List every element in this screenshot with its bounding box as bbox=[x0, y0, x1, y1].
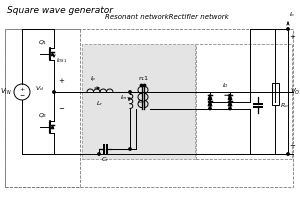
Text: $I_o$: $I_o$ bbox=[289, 10, 295, 19]
Polygon shape bbox=[51, 125, 54, 129]
Bar bbox=[272, 83, 278, 104]
Text: $I_{DS1}$: $I_{DS1}$ bbox=[56, 56, 67, 65]
Text: n:1: n:1 bbox=[138, 75, 148, 81]
Bar bbox=[82, 44, 195, 159]
Polygon shape bbox=[228, 101, 232, 106]
Circle shape bbox=[229, 107, 231, 110]
Text: −: − bbox=[289, 143, 295, 149]
Polygon shape bbox=[51, 52, 54, 56]
Text: +: + bbox=[20, 87, 25, 92]
Circle shape bbox=[53, 91, 55, 93]
Text: $R_o$: $R_o$ bbox=[280, 101, 289, 110]
Text: Square wave generator: Square wave generator bbox=[7, 6, 113, 15]
Bar bbox=[5, 29, 293, 187]
Circle shape bbox=[229, 101, 231, 103]
Text: $C_r$: $C_r$ bbox=[101, 155, 109, 164]
Text: $Q_1$: $Q_1$ bbox=[38, 38, 48, 47]
Circle shape bbox=[287, 153, 289, 155]
Text: +: + bbox=[58, 78, 64, 84]
Text: −: − bbox=[20, 92, 25, 97]
Text: $I_p$: $I_p$ bbox=[90, 75, 96, 85]
Text: $V_{IN}$: $V_{IN}$ bbox=[0, 87, 12, 97]
Text: $L_r$: $L_r$ bbox=[96, 99, 104, 108]
Text: $V_O$: $V_O$ bbox=[290, 86, 300, 97]
Circle shape bbox=[140, 84, 143, 87]
Circle shape bbox=[98, 153, 100, 155]
Polygon shape bbox=[208, 95, 212, 100]
Text: $Q_2$: $Q_2$ bbox=[38, 111, 48, 120]
Text: $I_D$: $I_D$ bbox=[222, 81, 229, 90]
Circle shape bbox=[143, 84, 146, 87]
Bar bbox=[5, 29, 80, 187]
Circle shape bbox=[209, 107, 211, 110]
Polygon shape bbox=[208, 101, 212, 106]
Circle shape bbox=[287, 28, 289, 30]
Text: $I_m$: $I_m$ bbox=[120, 93, 128, 102]
Text: Resonant networkRectifier network: Resonant networkRectifier network bbox=[105, 14, 229, 20]
Text: −: − bbox=[58, 106, 64, 112]
Polygon shape bbox=[228, 95, 232, 100]
Text: $V_d$: $V_d$ bbox=[35, 85, 44, 94]
Text: +: + bbox=[289, 34, 295, 40]
Text: $L_m$: $L_m$ bbox=[137, 97, 146, 106]
Circle shape bbox=[129, 148, 131, 150]
Circle shape bbox=[129, 91, 131, 93]
Circle shape bbox=[209, 101, 211, 103]
Bar bbox=[196, 44, 292, 159]
